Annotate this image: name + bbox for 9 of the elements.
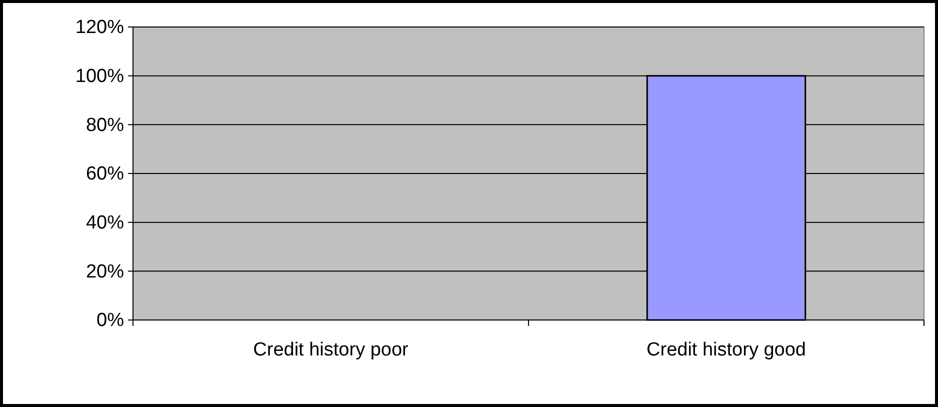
y-tick-label: 80% [86,114,124,136]
y-tick-label: 60% [86,164,124,185]
y-tick-label: 20% [86,261,124,282]
x-tick-label: Credit history good [646,339,806,360]
y-tick-label: 0% [96,310,124,332]
x-tick-label: Credit history poor [253,339,410,360]
y-tick-label: 120% [75,17,124,38]
y-tick-label: 100% [75,66,124,87]
y-tick-label: 40% [86,212,124,234]
